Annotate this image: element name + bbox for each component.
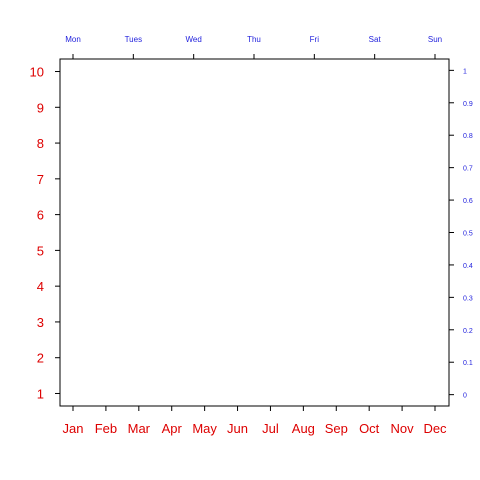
left-axis: 1 2 3 4 5 6 7 8 9 10 xyxy=(30,65,60,401)
top-axis: Mon Tues Wed Thu Fri Sat Sun xyxy=(65,35,442,59)
right-tick-label: 0.5 xyxy=(463,231,473,238)
plot-frame xyxy=(59,58,450,407)
bottom-tick-label: Apr xyxy=(162,421,183,436)
bottom-tick-label: Jul xyxy=(262,421,279,436)
right-tick-label: 0.9 xyxy=(463,101,473,108)
top-tick-label: Wed xyxy=(186,35,202,44)
bottom-tick-label: Feb xyxy=(95,421,117,436)
right-tick-label: 0.1 xyxy=(463,360,473,367)
bottom-tick-label: Dec xyxy=(423,421,447,436)
bottom-tick-label: Jan xyxy=(63,421,84,436)
right-tick-label: 0.3 xyxy=(463,295,473,302)
bottom-tick-label: May xyxy=(192,421,217,436)
right-tick-label: 0.7 xyxy=(463,166,473,173)
right-tick-label: 0.6 xyxy=(463,198,473,205)
bottom-axis: Jan Feb Mar Apr May Jun Jul Aug Sep Oct Nov Dec xyxy=(63,406,447,436)
left-tick-label: 1 xyxy=(37,386,44,401)
bottom-tick-label: Aug xyxy=(292,421,315,436)
bottom-tick-label: Mar xyxy=(128,421,151,436)
bottom-tick-label: Oct xyxy=(359,421,380,436)
right-tick-label: 0.4 xyxy=(463,263,473,270)
top-tick-label: Tues xyxy=(125,35,143,44)
bottom-tick-label: Jun xyxy=(227,421,248,436)
right-tick-label: 0.8 xyxy=(463,133,473,140)
left-tick-label: 3 xyxy=(37,315,44,330)
left-tick-label: 2 xyxy=(37,351,44,366)
right-tick-label: 0.2 xyxy=(463,328,473,335)
right-tick-label: 0 xyxy=(463,393,467,400)
left-tick-label: 6 xyxy=(37,208,44,223)
left-tick-label: 5 xyxy=(37,243,44,258)
bottom-tick-label: Nov xyxy=(391,421,415,436)
left-tick-label: 8 xyxy=(37,136,44,151)
top-tick-label: Fri xyxy=(310,35,320,44)
top-tick-label: Sun xyxy=(428,35,442,44)
left-tick-label: 4 xyxy=(37,279,44,294)
bottom-tick-label: Sep xyxy=(325,421,348,436)
right-tick-label: 1 xyxy=(463,68,467,75)
right-axis: 0 0.1 0.2 0.3 0.4 0.5 0.6 0.7 0.8 0.9 1 xyxy=(449,68,473,400)
top-tick-label: Mon xyxy=(65,35,81,44)
left-tick-label: 7 xyxy=(37,172,44,187)
left-tick-label: 10 xyxy=(30,65,44,80)
top-tick-label: Sat xyxy=(369,35,382,44)
top-tick-label: Thu xyxy=(247,35,261,44)
left-tick-label: 9 xyxy=(37,100,44,115)
